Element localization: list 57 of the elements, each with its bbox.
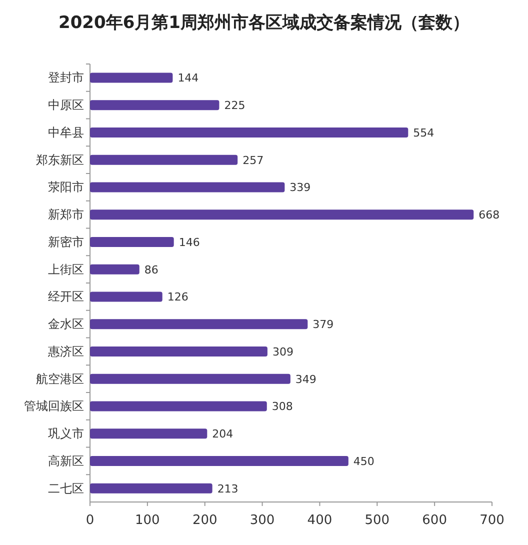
y-tick-label: 荥阳市	[48, 180, 84, 194]
bar	[90, 182, 285, 192]
data-label: 668	[478, 208, 500, 222]
y-tick-label: 金水区	[48, 317, 84, 332]
y-tick-label: 管城回族区	[24, 399, 84, 414]
y-tick-label: 中原区	[48, 98, 84, 112]
y-tick-label: 新郑市	[48, 208, 84, 222]
y-tick-label: 郑东新区	[36, 152, 84, 167]
bar	[90, 127, 408, 138]
x-tick-label: 300	[250, 513, 275, 528]
bar	[90, 456, 348, 466]
data-label: 146	[178, 236, 200, 249]
data-label: 144	[178, 72, 199, 85]
data-label: 308	[272, 400, 293, 414]
bar	[90, 346, 268, 356]
y-tick-label: 航空港区	[36, 372, 84, 386]
data-label: 554	[413, 126, 434, 140]
bar	[90, 154, 238, 165]
bar	[90, 236, 174, 247]
bar	[90, 100, 220, 110]
y-tick-label: 惠济区	[47, 344, 84, 358]
bar	[90, 428, 208, 439]
data-label: 339	[290, 181, 311, 194]
data-label: 257	[242, 154, 264, 167]
data-label: 213	[217, 482, 238, 496]
y-tick-label: 中牟县	[48, 125, 84, 140]
y-tick-label: 二七区	[48, 481, 84, 496]
x-tick-label: 100	[135, 513, 160, 528]
bar	[90, 483, 212, 494]
bar	[90, 292, 162, 302]
data-label: 225	[224, 99, 246, 112]
data-label: 309	[272, 345, 294, 358]
data-label: 86	[144, 263, 158, 276]
bar	[90, 319, 308, 330]
y-tick-label: 新密市	[48, 234, 84, 249]
bar	[90, 210, 474, 220]
data-label: 450	[353, 454, 374, 468]
data-label: 126	[167, 290, 188, 304]
bar	[90, 264, 140, 274]
x-tick-label: 500	[364, 513, 390, 528]
x-tick-label: 600	[422, 513, 447, 528]
y-tick-label: 经开区	[48, 290, 84, 304]
bar	[90, 374, 290, 384]
y-tick-label: 高新区	[48, 454, 84, 468]
y-tick-label: 上街区	[48, 262, 84, 276]
x-tick-label: 400	[307, 513, 332, 528]
y-tick-label: 巩义市	[48, 426, 84, 441]
data-label: 204	[212, 428, 234, 441]
data-label: 379	[312, 318, 334, 332]
x-tick-label: 700	[480, 513, 504, 528]
data-label: 349	[295, 372, 316, 386]
x-tick-label: 200	[192, 513, 218, 528]
y-tick-label: 登封市	[48, 70, 84, 85]
x-tick-label: 0	[86, 513, 94, 528]
bar	[90, 72, 173, 83]
chart-title: 2020年6月第1周郑州市各区域成交备案情况（套数）	[58, 12, 470, 33]
bar	[90, 401, 267, 412]
